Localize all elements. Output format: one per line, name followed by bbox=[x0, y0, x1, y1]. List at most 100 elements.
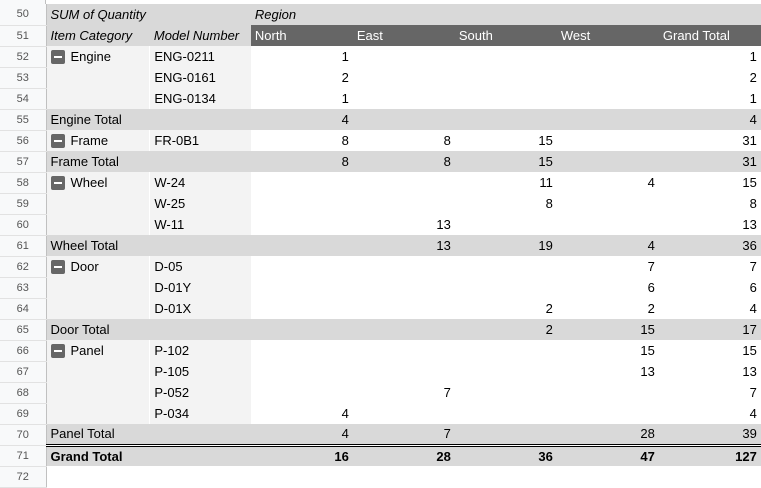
value-cell[interactable]: 4 bbox=[749, 301, 757, 316]
value-cell[interactable] bbox=[251, 193, 353, 214]
cell[interactable] bbox=[352, 4, 455, 25]
row-number[interactable]: 72 bbox=[0, 466, 47, 488]
value-cell[interactable] bbox=[455, 67, 557, 88]
value-cell[interactable] bbox=[353, 193, 455, 214]
grand-total-label[interactable]: Grand Total bbox=[46, 443, 150, 466]
subtotal-label[interactable]: Engine Total bbox=[46, 109, 150, 130]
value-cell[interactable]: 15 bbox=[742, 175, 757, 190]
subtotal-value[interactable]: 15 bbox=[454, 151, 557, 172]
model-number[interactable]: D-05 bbox=[149, 256, 251, 277]
row-number[interactable]: 61 bbox=[0, 235, 47, 257]
subtotal-value[interactable]: 7 bbox=[352, 424, 455, 445]
value-cell[interactable]: 11 bbox=[539, 175, 553, 190]
category-cell[interactable]: Panel bbox=[46, 340, 150, 361]
model-number[interactable]: P-052 bbox=[149, 382, 251, 403]
row-number[interactable]: 50 bbox=[0, 4, 47, 26]
row-number[interactable]: 70 bbox=[0, 424, 47, 446]
value-cell[interactable] bbox=[353, 403, 455, 424]
value-cell[interactable] bbox=[557, 193, 659, 214]
model-number[interactable]: W-11 bbox=[149, 214, 251, 235]
category-cell[interactable] bbox=[46, 277, 150, 298]
cell[interactable] bbox=[149, 235, 251, 256]
row-number[interactable]: 67 bbox=[0, 361, 47, 383]
grand-total-value[interactable]: 16 bbox=[250, 443, 353, 466]
value-cell[interactable]: 13 bbox=[742, 217, 757, 232]
column-header-west[interactable]: West bbox=[556, 25, 659, 46]
subtotal-value[interactable] bbox=[250, 319, 353, 340]
subtotal-value[interactable]: 13 bbox=[352, 235, 455, 256]
value-cell[interactable] bbox=[557, 67, 659, 88]
model-number[interactable]: FR-0B1 bbox=[149, 130, 251, 151]
category-cell[interactable] bbox=[46, 403, 150, 424]
category-cell[interactable] bbox=[46, 67, 150, 88]
model-number[interactable]: ENG-0161 bbox=[149, 67, 251, 88]
value-cell[interactable]: 7 bbox=[749, 259, 757, 274]
category-cell[interactable]: Engine bbox=[46, 46, 150, 67]
value-cell[interactable]: 7 bbox=[749, 385, 757, 400]
minus-square-icon[interactable] bbox=[50, 260, 65, 274]
value-cell[interactable]: 8 bbox=[341, 133, 349, 148]
value-cell[interactable] bbox=[251, 256, 353, 277]
value-cell[interactable] bbox=[353, 88, 455, 109]
subtotal-value[interactable] bbox=[556, 109, 659, 130]
value-cell[interactable]: 8 bbox=[749, 196, 757, 211]
grand-total-value[interactable]: 127 bbox=[658, 443, 761, 466]
value-cell[interactable] bbox=[251, 361, 353, 382]
subtotal-value[interactable]: 17 bbox=[658, 319, 761, 340]
value-cell[interactable] bbox=[251, 277, 353, 298]
subtotal-label[interactable]: Frame Total bbox=[46, 151, 150, 172]
minus-square-icon[interactable] bbox=[50, 134, 65, 148]
model-number[interactable]: W-24 bbox=[149, 172, 251, 193]
cell[interactable] bbox=[149, 424, 251, 445]
cell[interactable] bbox=[149, 4, 251, 25]
value-cell[interactable] bbox=[557, 46, 659, 67]
minus-square-icon[interactable] bbox=[50, 344, 65, 358]
value-cell[interactable]: 7 bbox=[443, 385, 451, 400]
subtotal-value[interactable]: 28 bbox=[556, 424, 659, 445]
category-cell[interactable] bbox=[46, 214, 150, 235]
value-cell[interactable]: 6 bbox=[749, 280, 757, 295]
value-cell[interactable] bbox=[353, 67, 455, 88]
value-cell[interactable]: 1 bbox=[749, 49, 757, 64]
subtotal-label[interactable]: Door Total bbox=[46, 319, 150, 340]
value-cell[interactable] bbox=[251, 214, 353, 235]
value-cell[interactable] bbox=[353, 277, 455, 298]
value-cell[interactable] bbox=[251, 298, 353, 319]
minus-square-icon[interactable] bbox=[50, 176, 65, 190]
model-number[interactable]: D-01Y bbox=[149, 277, 251, 298]
row-number[interactable]: 63 bbox=[0, 277, 47, 299]
subtotal-value[interactable] bbox=[556, 151, 659, 172]
row-number[interactable]: 69 bbox=[0, 403, 47, 425]
value-cell[interactable]: 4 bbox=[749, 406, 757, 421]
cell[interactable] bbox=[353, 466, 455, 487]
value-cell[interactable]: 2 bbox=[545, 301, 553, 316]
value-cell[interactable]: 2 bbox=[341, 70, 349, 85]
value-cell[interactable] bbox=[353, 172, 455, 193]
subtotal-value[interactable]: 36 bbox=[658, 235, 761, 256]
cell[interactable] bbox=[556, 4, 659, 25]
subtotal-value[interactable]: 31 bbox=[658, 151, 761, 172]
category-cell[interactable]: Door bbox=[46, 256, 150, 277]
value-cell[interactable] bbox=[353, 298, 455, 319]
row-number[interactable]: 56 bbox=[0, 130, 47, 152]
row-number[interactable]: 51 bbox=[0, 25, 47, 47]
subtotal-label[interactable]: Panel Total bbox=[46, 424, 150, 445]
category-cell[interactable]: Frame bbox=[46, 130, 150, 151]
value-cell[interactable] bbox=[455, 214, 557, 235]
cell[interactable] bbox=[149, 319, 251, 340]
row-number[interactable]: 65 bbox=[0, 319, 47, 341]
model-number[interactable]: D-01X bbox=[149, 298, 251, 319]
value-cell[interactable] bbox=[455, 46, 557, 67]
value-cell[interactable]: 2 bbox=[749, 70, 757, 85]
row-number[interactable]: 68 bbox=[0, 382, 47, 404]
row-number[interactable]: 59 bbox=[0, 193, 47, 215]
category-cell[interactable]: Wheel bbox=[46, 172, 150, 193]
row-field-label[interactable]: Item Category bbox=[46, 25, 150, 46]
value-cell[interactable] bbox=[455, 88, 557, 109]
value-cell[interactable] bbox=[557, 382, 659, 403]
row-number[interactable]: 62 bbox=[0, 256, 47, 278]
value-cell[interactable] bbox=[557, 403, 659, 424]
model-number[interactable]: P-034 bbox=[149, 403, 251, 424]
model-number[interactable]: P-105 bbox=[149, 361, 251, 382]
value-cell[interactable]: 4 bbox=[341, 406, 349, 421]
